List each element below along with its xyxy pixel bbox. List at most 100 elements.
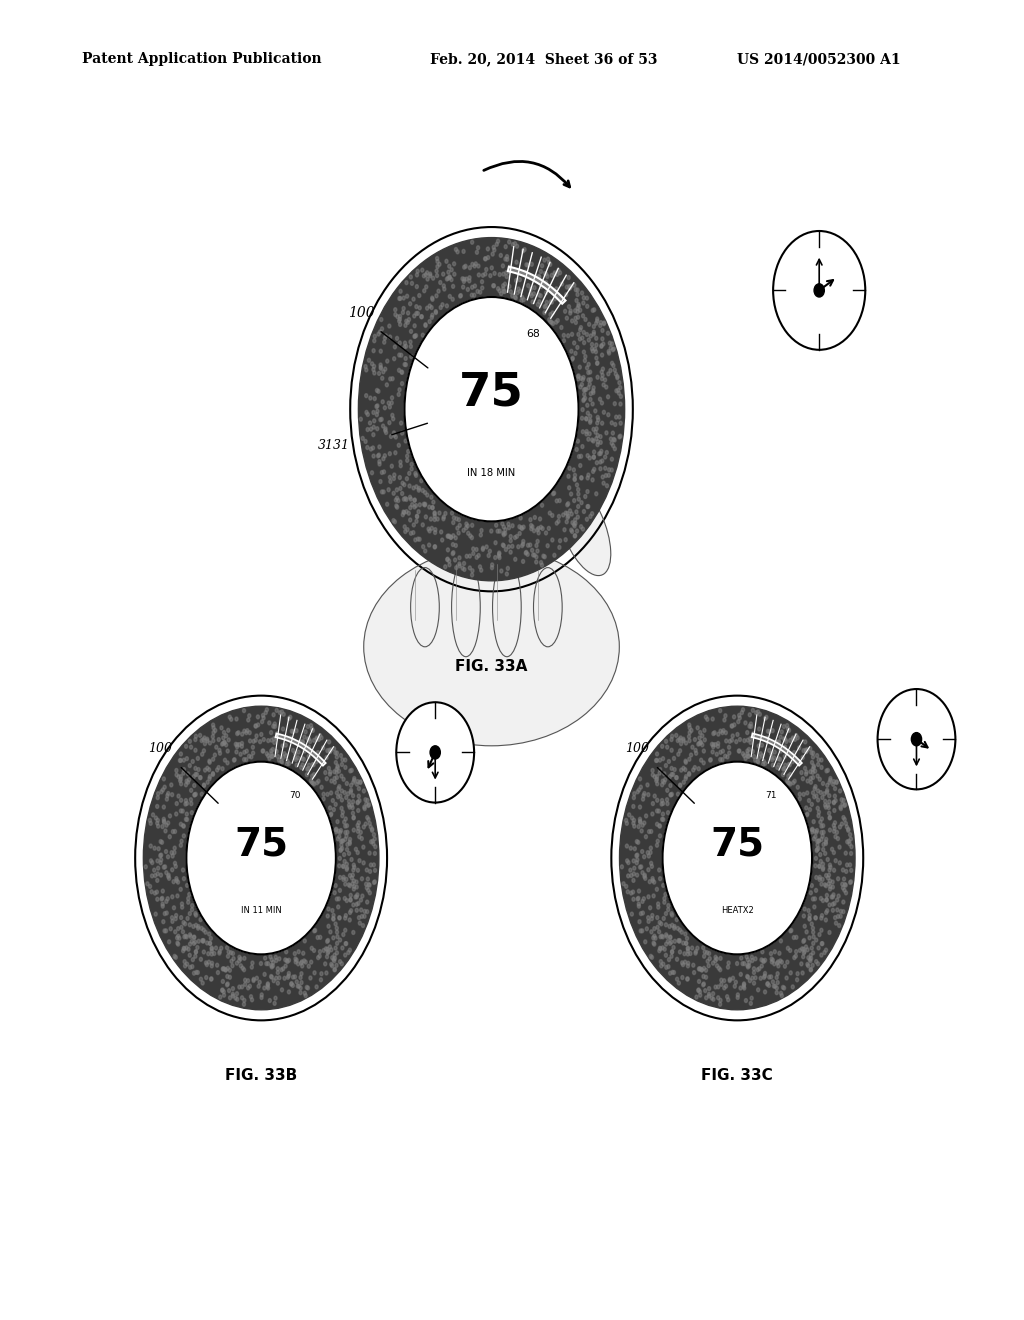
Circle shape (345, 862, 348, 866)
Circle shape (372, 433, 375, 437)
Circle shape (179, 752, 182, 756)
Circle shape (390, 465, 393, 469)
Circle shape (705, 995, 708, 999)
Circle shape (415, 312, 418, 315)
Text: 75: 75 (234, 826, 288, 863)
Circle shape (664, 948, 667, 952)
Circle shape (666, 746, 669, 750)
Circle shape (332, 936, 335, 940)
Circle shape (607, 351, 610, 355)
Circle shape (379, 330, 382, 334)
Circle shape (303, 958, 306, 962)
Circle shape (720, 978, 723, 982)
Circle shape (346, 830, 349, 834)
Circle shape (334, 760, 337, 764)
Circle shape (660, 935, 664, 939)
Circle shape (771, 958, 774, 962)
Circle shape (817, 946, 820, 950)
Circle shape (326, 954, 329, 958)
Text: 71: 71 (766, 791, 777, 800)
Circle shape (744, 756, 748, 760)
Circle shape (210, 946, 213, 950)
Circle shape (151, 874, 154, 878)
Circle shape (193, 793, 196, 797)
Circle shape (848, 840, 851, 843)
Circle shape (745, 730, 749, 734)
Circle shape (369, 891, 372, 895)
Circle shape (255, 725, 258, 729)
Circle shape (507, 523, 510, 527)
Circle shape (206, 739, 209, 743)
Circle shape (538, 300, 541, 304)
Circle shape (790, 928, 793, 932)
Circle shape (452, 533, 455, 537)
Circle shape (175, 801, 178, 805)
Circle shape (785, 975, 788, 979)
Circle shape (690, 729, 693, 733)
Circle shape (811, 771, 814, 775)
Circle shape (189, 797, 193, 801)
Circle shape (600, 401, 603, 405)
Circle shape (765, 738, 768, 742)
Circle shape (372, 367, 375, 371)
Circle shape (274, 956, 278, 960)
Circle shape (290, 729, 293, 733)
Circle shape (496, 529, 499, 533)
Circle shape (428, 506, 431, 510)
Circle shape (222, 730, 225, 734)
Circle shape (265, 962, 268, 966)
Circle shape (550, 300, 553, 304)
Circle shape (657, 949, 660, 953)
Circle shape (409, 495, 412, 499)
Circle shape (728, 977, 731, 981)
Circle shape (216, 768, 219, 772)
Circle shape (784, 739, 787, 743)
Circle shape (216, 964, 219, 968)
Circle shape (362, 861, 366, 865)
Circle shape (373, 339, 376, 343)
Circle shape (555, 321, 558, 325)
Circle shape (369, 821, 372, 825)
Circle shape (801, 972, 804, 975)
Circle shape (611, 347, 614, 351)
Circle shape (536, 549, 539, 553)
Circle shape (430, 495, 433, 499)
Circle shape (173, 846, 176, 850)
Circle shape (196, 945, 199, 949)
Circle shape (348, 917, 351, 921)
Circle shape (156, 804, 159, 808)
Circle shape (679, 950, 682, 954)
Circle shape (676, 927, 679, 931)
Circle shape (803, 949, 806, 953)
Circle shape (379, 367, 382, 371)
Circle shape (790, 972, 793, 975)
Circle shape (806, 748, 809, 752)
Circle shape (452, 543, 455, 546)
Circle shape (580, 326, 583, 330)
Circle shape (670, 738, 673, 742)
Circle shape (306, 767, 309, 771)
Circle shape (703, 989, 707, 993)
Circle shape (321, 785, 324, 789)
Circle shape (452, 284, 455, 288)
Circle shape (572, 284, 575, 288)
Circle shape (179, 887, 182, 891)
Circle shape (339, 847, 342, 851)
Circle shape (193, 941, 196, 945)
Circle shape (234, 717, 238, 721)
Circle shape (187, 777, 190, 781)
Circle shape (368, 883, 371, 887)
Circle shape (737, 713, 740, 717)
Circle shape (650, 865, 653, 869)
Circle shape (511, 294, 514, 298)
Circle shape (403, 363, 407, 367)
Circle shape (157, 818, 160, 822)
Circle shape (465, 521, 468, 525)
Circle shape (414, 471, 417, 475)
Circle shape (450, 277, 453, 281)
Circle shape (217, 738, 220, 742)
Text: HEATX2: HEATX2 (721, 907, 754, 915)
Circle shape (748, 725, 751, 729)
Circle shape (745, 748, 749, 752)
Circle shape (370, 428, 373, 432)
